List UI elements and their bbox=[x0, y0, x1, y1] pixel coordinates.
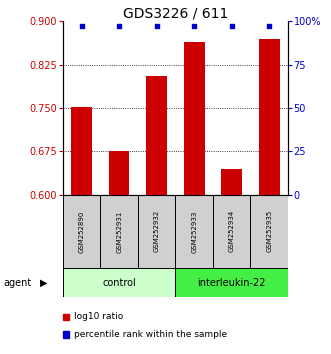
Point bbox=[117, 24, 122, 29]
Text: GSM252890: GSM252890 bbox=[79, 210, 85, 252]
Text: ▶: ▶ bbox=[40, 278, 47, 287]
Point bbox=[229, 24, 234, 29]
Text: log10 ratio: log10 ratio bbox=[74, 312, 123, 321]
Text: GSM252933: GSM252933 bbox=[191, 210, 197, 252]
Text: GSM252935: GSM252935 bbox=[266, 210, 272, 252]
Point bbox=[154, 24, 159, 29]
Point bbox=[79, 24, 84, 29]
Bar bbox=[221, 169, 242, 195]
Bar bbox=[100, 195, 138, 268]
Bar bbox=[138, 195, 175, 268]
Point bbox=[192, 24, 197, 29]
Title: GDS3226 / 611: GDS3226 / 611 bbox=[123, 6, 228, 20]
Bar bbox=[213, 195, 251, 268]
Bar bbox=[251, 195, 288, 268]
Text: percentile rank within the sample: percentile rank within the sample bbox=[74, 330, 227, 339]
Bar bbox=[63, 195, 100, 268]
Text: GSM252931: GSM252931 bbox=[116, 210, 122, 252]
Bar bbox=[146, 76, 167, 195]
Bar bbox=[259, 39, 279, 195]
Bar bbox=[71, 108, 92, 195]
Text: GSM252932: GSM252932 bbox=[154, 210, 160, 252]
Bar bbox=[175, 195, 213, 268]
Bar bbox=[184, 41, 205, 195]
Bar bbox=[63, 268, 175, 297]
Text: control: control bbox=[102, 278, 136, 287]
Bar bbox=[109, 152, 129, 195]
Point bbox=[266, 24, 272, 29]
Text: interleukin-22: interleukin-22 bbox=[198, 278, 266, 287]
Text: agent: agent bbox=[3, 278, 31, 287]
Text: GSM252934: GSM252934 bbox=[229, 210, 235, 252]
Bar bbox=[175, 268, 288, 297]
